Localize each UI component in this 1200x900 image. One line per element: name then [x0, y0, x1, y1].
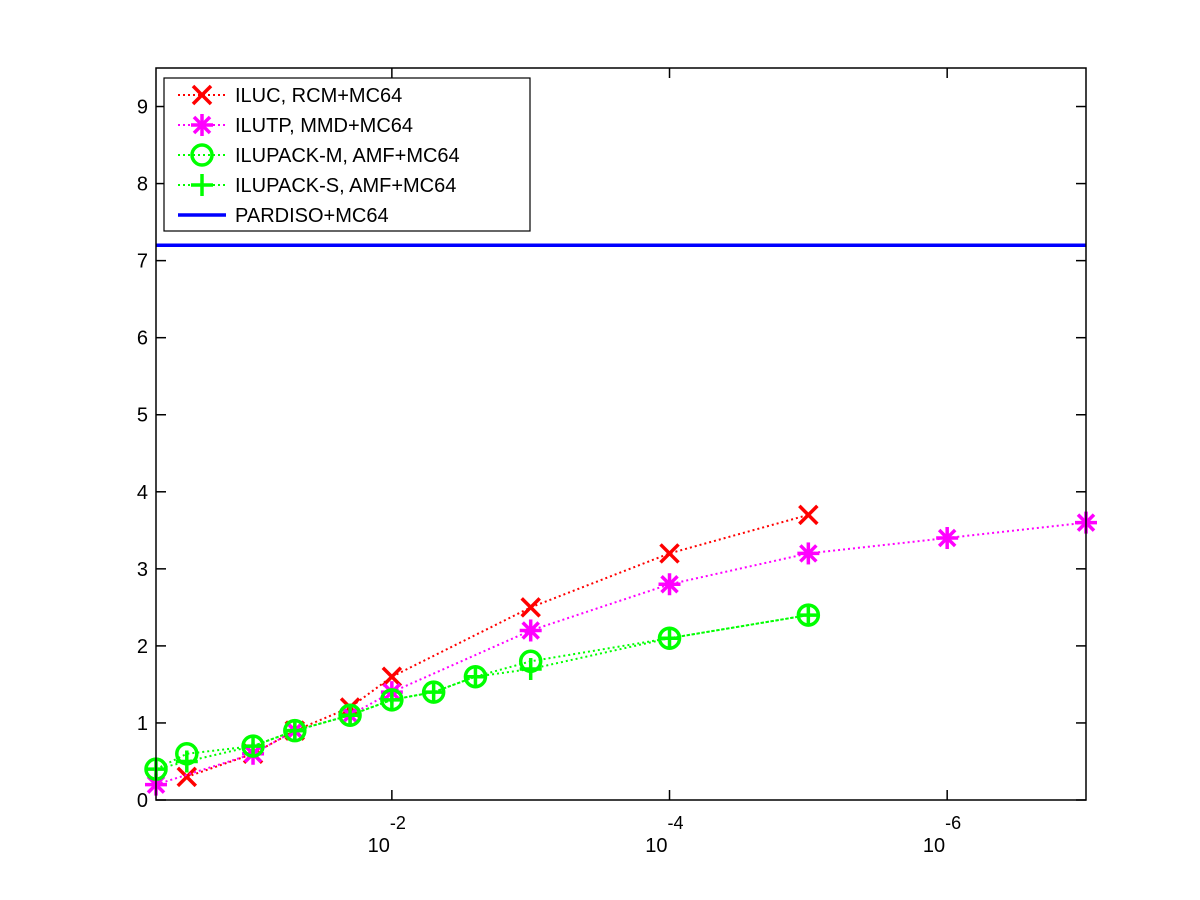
data-point-stroke [176, 766, 198, 788]
legend-label: ILUPACK-S, AMF+MC64 [235, 175, 456, 197]
y-tick-label: 4 [137, 482, 148, 504]
legend-label: ILUPACK-M, AMF+MC64 [235, 145, 460, 167]
x-tick-label-exponent: -4 [668, 813, 684, 833]
legend-marker-stroke [192, 115, 212, 135]
data-point [936, 527, 959, 550]
y-tick-label: 3 [137, 559, 148, 581]
legend-marker [191, 174, 213, 196]
legend-label: ILUC, RCM+MC64 [235, 85, 402, 107]
legend-item-1: ILUTP, MMD+MC64 [178, 114, 413, 137]
data-point [520, 597, 541, 618]
series-line [155, 521, 1087, 786]
data-point [464, 665, 487, 688]
data-point [797, 604, 820, 627]
data-point [798, 504, 819, 526]
x-tick-label-exponent: -2 [390, 813, 406, 833]
legend-label: PARDISO+MC64 [235, 205, 389, 227]
data-point-stroke [798, 504, 819, 526]
y-tick-label: 1 [137, 713, 148, 735]
data-point [519, 619, 542, 642]
legend: ILUC, RCM+MC64 ILUTP, MMD+MC64 ILUPACK-M, … [163, 77, 531, 232]
y-tick-label: 9 [137, 97, 148, 119]
legend-item-4: PARDISO+MC64 [178, 205, 389, 227]
data-point-stroke [521, 621, 540, 640]
data-point [283, 719, 306, 742]
legend-label: ILUTP, MMD+MC64 [235, 115, 413, 137]
data-point [339, 704, 362, 727]
y-tick-label: 8 [137, 174, 148, 196]
y-tick-label: 0 [137, 790, 148, 812]
legend-marker [190, 143, 214, 167]
legend-marker [191, 84, 213, 106]
x-tick-label-exponent: -6 [945, 813, 961, 833]
legend-marker [191, 114, 213, 136]
y-tick-label: 5 [137, 405, 148, 427]
axes-frame [155, 67, 1087, 801]
y-tick-label: 7 [137, 251, 148, 273]
data-point-stroke [520, 597, 541, 618]
data-point [797, 542, 820, 565]
data-point [175, 750, 198, 773]
legend-item-2: ILUPACK-M, AMF+MC64 [178, 143, 460, 167]
data-point [242, 735, 265, 758]
data-point [659, 543, 680, 564]
legend-marker-stroke [190, 143, 214, 167]
x-tick-label-base: 10 [923, 835, 945, 857]
data-point [519, 658, 542, 681]
data-point [380, 688, 403, 711]
x-tick-label-base: 10 [645, 835, 667, 857]
data-point [422, 681, 445, 704]
data-point-stroke [659, 543, 680, 564]
x-tick-label-base: 10 [368, 835, 390, 857]
data-point-stroke [937, 528, 957, 548]
legend-item-3: ILUPACK-S, AMF+MC64 [178, 174, 456, 197]
data-point-stroke [381, 666, 403, 687]
legend-marker-stroke [191, 84, 213, 106]
data-point [658, 573, 681, 596]
data-point-stroke [799, 544, 818, 563]
y-tick-label: 6 [137, 328, 148, 350]
data-point [176, 766, 198, 788]
data-point-stroke [660, 575, 679, 594]
plot-area [144, 243, 1097, 796]
data-point [381, 666, 403, 687]
data-point [658, 627, 681, 650]
y-tick-label: 2 [137, 636, 148, 658]
legend-item-0: ILUC, RCM+MC64 [178, 84, 402, 107]
